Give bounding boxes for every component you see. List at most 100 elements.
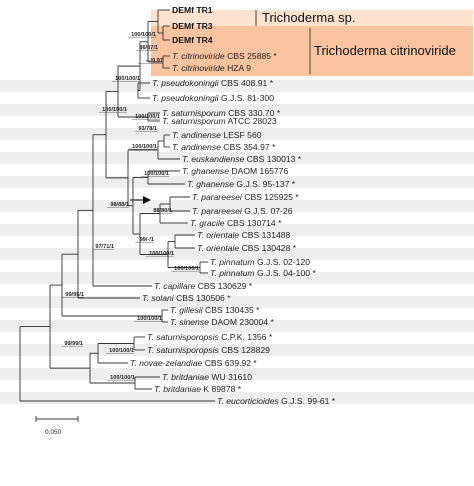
support-value: 100/100/1 — [144, 171, 169, 177]
taxon-species: T. novae-zelandiae — [130, 358, 203, 368]
support-value: 88/80/1 — [153, 208, 172, 214]
taxon-species: T. pinnatum — [210, 257, 255, 267]
taxon-species: T. gillesii — [170, 305, 204, 315]
type-marker: * — [295, 154, 301, 164]
taxon-species: T. solani — [142, 293, 175, 303]
band-row — [0, 176, 474, 188]
taxon-strain: HZA 9 — [225, 63, 251, 73]
support-value: 100/100/1 — [110, 375, 135, 381]
band-row — [0, 152, 474, 164]
support-value: 100/100/1 — [131, 32, 156, 38]
taxon-species: T. pinnatum — [210, 268, 255, 278]
type-marker: * — [225, 293, 231, 303]
taxon-label: T. andinense LESF 560 — [172, 130, 262, 140]
support-values: 100/100/1 86/87/1 -/-/0.97 100/100/1 100/100… — [61, 32, 199, 381]
taxon-label: T. capillare CBS 130629 * — [154, 281, 253, 291]
taxon-label: T. britdaniae K 89878 * — [154, 384, 242, 394]
band-row — [0, 296, 474, 308]
taxon-strain: CBS 330.70 — [226, 108, 275, 118]
taxon-species: T. orientale — [197, 243, 239, 253]
taxon-strain: CBS 408.91 — [219, 78, 268, 88]
taxon-strain: G.J.S. 95-137 — [234, 179, 290, 189]
taxon-species: T. britdaniae — [154, 384, 201, 394]
taxon-species: T. pseudokoningii — [152, 78, 220, 88]
taxon-species: T. gracile — [190, 218, 225, 228]
support-value: 86/87/1 — [139, 45, 158, 51]
taxon-species: T. eucorticioides — [217, 396, 279, 406]
taxon-species: T. andinense — [172, 142, 221, 152]
taxon-strain: CBS 639.92 — [202, 358, 251, 368]
taxon-label: T. sinense DAOM 230004 * — [170, 317, 274, 327]
support-value: 100/100/1 — [149, 251, 174, 257]
row-bands — [0, 80, 474, 404]
taxon-strain: CBS 130013 — [244, 154, 295, 164]
taxon-label: DEMf TR1 — [172, 5, 213, 15]
type-marker: * — [274, 108, 280, 118]
taxon-label: T. pseudokoningii G.J.S. 81-300 — [152, 93, 274, 103]
taxon-strain: WU 31610 — [209, 372, 252, 382]
support-value: 100/100/1 — [137, 316, 162, 322]
taxon-species: T. saturnisporopsis — [147, 332, 220, 342]
taxon-species: T. parareesei — [192, 206, 243, 216]
taxon-strain: G.J.S. 02-120 — [255, 257, 311, 267]
taxon-strain: DAOM 230004 — [209, 317, 268, 327]
type-marker: * — [329, 396, 335, 406]
type-marker: * — [235, 384, 241, 394]
taxon-label: T. solani CBS 130506 * — [142, 293, 231, 303]
taxon-species: T. sinense — [170, 317, 209, 327]
support-value: 100/100/1 — [135, 114, 160, 120]
taxon-strain: CBS 130428 — [239, 243, 290, 253]
support-value: 99/95/1 — [65, 292, 84, 298]
arrow-head-icon — [143, 196, 151, 204]
support-value: 93/78/1 — [138, 126, 157, 132]
taxon-strain: LESF 560 — [221, 130, 262, 140]
taxon-strain: CBS 131488 — [239, 230, 290, 240]
taxon-label: T. pinnatum G.J.S. 02-120 — [210, 257, 310, 267]
type-marker: * — [254, 305, 260, 315]
taxon-label: T. saturnisporum CBS 330.70 * — [162, 108, 281, 118]
support-value: 100/100/1 — [102, 107, 127, 113]
support-value: 98/88/1 — [110, 202, 129, 208]
taxon-label: DEMf TR3 — [172, 21, 213, 31]
taxon-strain: G.J.S. 99-61 — [279, 396, 330, 406]
taxon-strain: G.J.S. 81-300 — [219, 93, 275, 103]
support-value: 97/71/1 — [95, 244, 114, 250]
band-row — [0, 80, 474, 92]
band-row — [0, 104, 474, 116]
band-row — [0, 128, 474, 140]
type-marker: * — [246, 281, 252, 291]
type-marker: * — [266, 332, 272, 342]
taxon-species: T. citrinoviride — [172, 63, 225, 73]
taxon-label: T. britdaniae WU 31610 — [162, 372, 252, 382]
taxon-strain: K 89878 — [201, 384, 236, 394]
taxon-strain: CBS 130714 — [225, 218, 276, 228]
tree-branches — [19, 9, 215, 402]
taxon-label: T. pinnatum G.J.S. 04-100 * — [210, 268, 316, 278]
taxon-species: T. ghanense — [187, 179, 234, 189]
type-marker: * — [268, 317, 274, 327]
support-value: 99/99/1 — [64, 341, 83, 347]
trichoderma-citrinoviride-label: Trichoderma citrinoviride — [314, 43, 456, 58]
taxon-label: T. andinense CBS 354.97 * — [172, 142, 276, 152]
focus-arrow — [130, 196, 151, 204]
taxon-strain: CBS 125925 — [242, 192, 293, 202]
type-marker: * — [289, 179, 295, 189]
taxon-strain: C.P.K. 1356 — [219, 332, 267, 342]
taxon-species: T. saturnisporum — [162, 116, 226, 126]
type-marker: * — [251, 358, 257, 368]
taxon-strain: CBS 130506 — [174, 293, 225, 303]
taxon-strain: CBS 25885 — [225, 51, 272, 61]
support-value: 100/100/1 — [109, 348, 134, 354]
taxon-species: T. euskandiense — [182, 154, 244, 164]
support-value: 100/100/1 — [115, 76, 140, 82]
type-marker: * — [310, 268, 316, 278]
taxon-label: DEMf TR4 — [172, 35, 213, 45]
support-value: -/-/0.97 — [145, 58, 163, 64]
taxon-label: T. gracile CBS 130714 * — [190, 218, 282, 228]
taxon-strain: ATCC 28023 — [226, 116, 277, 126]
scale-bar-label: 0.050 — [45, 429, 62, 436]
taxon-label: T. citrinoviride CBS 25885 * — [172, 51, 277, 61]
band-row — [0, 224, 474, 236]
band-row — [0, 320, 474, 332]
taxon-strain: DAOM 165776 — [229, 166, 288, 176]
